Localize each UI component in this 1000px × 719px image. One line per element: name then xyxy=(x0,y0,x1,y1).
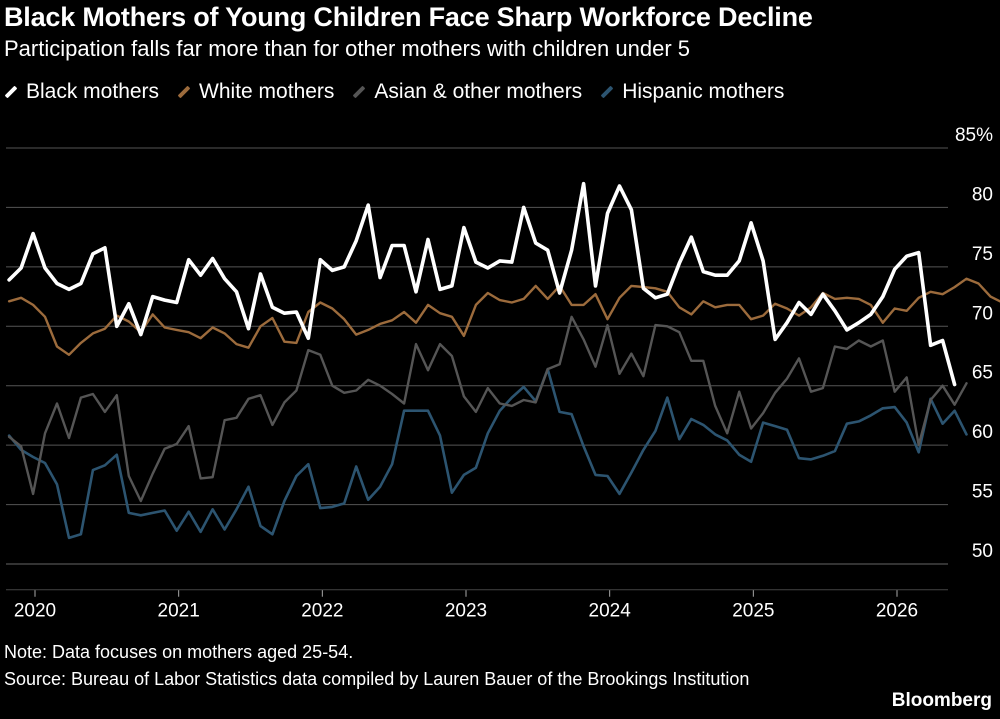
source-line: Source: Bureau of Labor Statistics data … xyxy=(4,669,750,689)
y-tick-label-75: 75 xyxy=(972,244,993,265)
y-tick-label-70: 70 xyxy=(972,303,993,324)
chart-title: Black Mothers of Young Children Face Sha… xyxy=(4,2,813,32)
legend-swatch-black xyxy=(4,85,18,99)
y-tick-label-55: 55 xyxy=(972,482,993,503)
x-tick-label-2025: 2025 xyxy=(732,601,774,622)
x-tick-label-2026: 2026 xyxy=(876,601,918,622)
chart-subtitle: Participation falls far more than for ot… xyxy=(4,36,690,61)
legend: Black mothers White mothers Asian & othe… xyxy=(4,80,784,104)
x-tick-label-2020: 2020 xyxy=(14,601,56,622)
legend-item-hispanic: Hispanic mothers xyxy=(600,80,784,104)
x-tick-label-2022: 2022 xyxy=(301,601,343,622)
series-line-hispanic-mothers xyxy=(7,367,968,540)
legend-swatch-asian-other xyxy=(353,85,366,99)
line-chart: 50 55 60 65 70 75 80 85% 2020 2021 2022 2023 2024 202… xyxy=(6,125,1000,622)
y-tick-label-60: 60 xyxy=(972,422,993,443)
x-tick-label-2024: 2024 xyxy=(589,601,632,622)
legend-item-white: White mothers xyxy=(177,80,334,104)
legend-label-hispanic: Hispanic mothers xyxy=(622,80,785,103)
y-tick-label-50: 50 xyxy=(972,541,993,562)
legend-label-black: Black mothers xyxy=(26,80,160,103)
footnote: Note: Data focuses on mothers aged 25-54… xyxy=(4,642,354,662)
legend-label-asian-other: Asian & other mothers xyxy=(374,80,583,103)
legend-label-white: White mothers xyxy=(199,80,335,103)
x-tick-label-2021: 2021 xyxy=(158,601,200,622)
y-tick-label-65: 65 xyxy=(972,363,993,384)
legend-item-black: Black mothers xyxy=(4,80,159,104)
series-line-asian-other-mothers xyxy=(7,315,968,503)
brand-logo: Bloomberg xyxy=(891,690,992,711)
y-tick-label-85: 85% xyxy=(955,125,993,146)
legend-swatch-hispanic xyxy=(600,85,614,99)
y-tick-label-80: 80 xyxy=(972,184,993,205)
legend-item-asian-other: Asian & other mothers xyxy=(352,80,582,104)
series-line-black-mothers xyxy=(7,181,957,387)
x-tick-label-2023: 2023 xyxy=(445,601,487,622)
legend-swatch-white xyxy=(177,85,191,99)
series-line-white-mothers xyxy=(7,277,1000,357)
